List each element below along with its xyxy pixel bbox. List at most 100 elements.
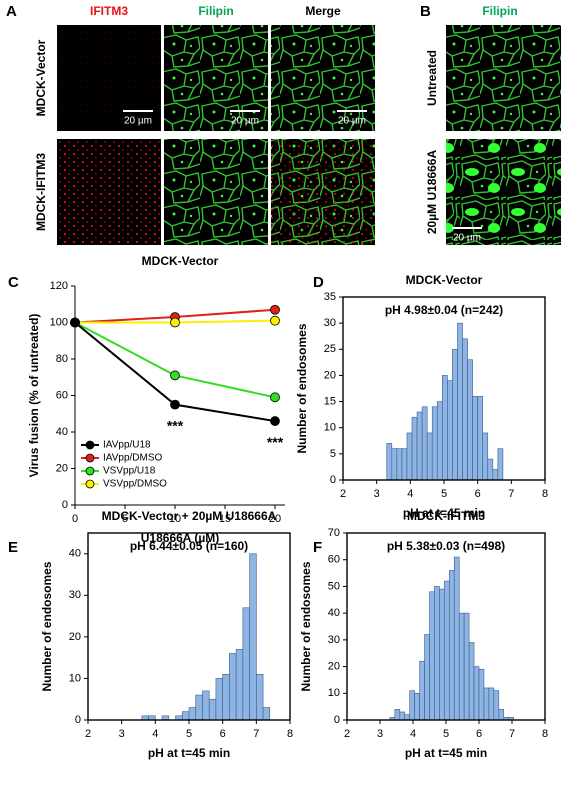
x-axis-label: U18666A (µM) <box>141 531 220 545</box>
panel-letter: C <box>8 274 19 291</box>
histogram-bar <box>472 396 478 481</box>
x-tick-label: 2 <box>340 488 346 500</box>
y-tick-label: 70 <box>328 527 340 539</box>
x-tick-label: 6 <box>476 728 482 740</box>
x-tick-label: 6 <box>475 488 481 500</box>
y-axis-label: Number of endosomes <box>299 561 313 691</box>
marker <box>270 315 280 326</box>
x-axis-label: pH at t=45 min <box>148 746 230 760</box>
histogram-bar <box>448 570 455 721</box>
histogram-bar <box>409 690 415 721</box>
chart-title: MDCK-Vector <box>406 273 483 287</box>
annotation: *** <box>167 417 184 433</box>
annotation: *** <box>267 434 284 450</box>
y-tick-label: 10 <box>69 672 81 684</box>
x-tick-label: 15 <box>219 513 231 525</box>
histogram-bar <box>497 448 504 481</box>
histogram-bar <box>463 612 470 721</box>
plot-frame <box>346 532 546 721</box>
x-tick-label: 4 <box>152 728 158 740</box>
histogram-bar <box>181 711 190 721</box>
y-tick-label: 10 <box>328 687 340 699</box>
y-tick-label: 0 <box>75 714 81 726</box>
histogram-bar <box>462 338 468 481</box>
y-tick-label: 30 <box>69 589 81 601</box>
y-tick-label: 40 <box>56 426 68 438</box>
legend-marker <box>85 479 95 489</box>
plot-frame <box>87 532 291 721</box>
x-tick-label: 3 <box>377 728 383 740</box>
y-axis-label: Virus fusion (% of untreated) <box>27 314 41 478</box>
row-label: 20µM U18666A <box>425 150 439 235</box>
histogram-bar <box>262 707 271 721</box>
histogram-bar <box>447 380 453 481</box>
histogram-bar <box>498 709 505 721</box>
y-tick-label: 100 <box>50 316 68 328</box>
chart-title: MDCK-Vector + 20µM U18666A <box>102 509 277 523</box>
marker <box>170 317 180 328</box>
x-tick-label: 2 <box>344 728 350 740</box>
x-tick-label: 5 <box>441 488 447 500</box>
column-label: Filipin <box>198 4 233 18</box>
histogram-bar <box>195 694 203 721</box>
x-tick-label: 8 <box>542 488 548 500</box>
y-tick-label: 15 <box>324 395 336 407</box>
histogram-bar <box>235 649 244 721</box>
legend-marker <box>85 440 95 450</box>
histogram-bar <box>421 406 428 481</box>
panel-letter: E <box>8 539 18 556</box>
x-tick-label: 10 <box>169 513 181 525</box>
y-tick-label: 120 <box>50 280 68 292</box>
micrograph <box>446 139 561 245</box>
x-tick-label: 5 <box>186 728 192 740</box>
y-tick-label: 80 <box>56 353 68 365</box>
micrograph <box>164 25 268 131</box>
legend-label: VSVpp/U18 <box>103 466 156 477</box>
column-label: Merge <box>305 4 341 18</box>
y-tick-label: 20 <box>328 660 340 672</box>
histogram-bar <box>477 396 484 481</box>
scale-bar-label: 20 µm <box>338 116 366 127</box>
y-tick-label: 35 <box>324 291 336 303</box>
histogram-bar <box>436 401 443 481</box>
x-axis-label: pH at t=45 min <box>405 746 487 760</box>
histogram-bar <box>242 607 250 721</box>
x-tick-label: 8 <box>542 728 548 740</box>
histogram-bar <box>399 711 406 721</box>
marker <box>270 416 280 426</box>
micrograph <box>271 25 375 131</box>
x-tick-label: 6 <box>220 728 226 740</box>
x-tick-label: 3 <box>374 488 380 500</box>
histogram-bar <box>386 443 393 481</box>
histogram-bar <box>473 666 480 721</box>
chart-title: MDCK-IFITM3 <box>407 509 485 523</box>
y-tick-label: 60 <box>56 389 68 401</box>
histogram-bar <box>439 588 445 721</box>
histogram-bar <box>434 586 440 721</box>
histogram-bar <box>492 469 499 481</box>
y-tick-label: 0 <box>330 474 336 486</box>
x-tick-label: 8 <box>287 728 293 740</box>
histogram-bar <box>406 432 413 481</box>
column-label: Filipin <box>482 4 517 18</box>
histogram-bar <box>487 458 494 481</box>
x-tick-label: 3 <box>119 728 125 740</box>
marker <box>170 370 180 381</box>
y-tick-label: 5 <box>330 448 336 460</box>
legend-label: VSVpp/DMSO <box>103 479 167 490</box>
y-axis-label: Number of endosomes <box>295 323 309 453</box>
scale-bar-label: 20 µm <box>453 233 481 244</box>
histogram-bar <box>431 406 438 481</box>
y-tick-label: 50 <box>328 580 340 592</box>
panel-letter: D <box>313 274 324 291</box>
micrograph <box>446 25 561 131</box>
x-tick-label: 2 <box>85 728 91 740</box>
legend-marker <box>85 466 95 476</box>
histogram-bar <box>429 591 435 721</box>
marker <box>270 392 280 403</box>
y-tick-label: 40 <box>328 607 340 619</box>
y-tick-label: 0 <box>62 499 68 511</box>
column-label: IFITM3 <box>90 4 128 18</box>
x-axis-label: pH at t=45 min <box>403 506 485 520</box>
